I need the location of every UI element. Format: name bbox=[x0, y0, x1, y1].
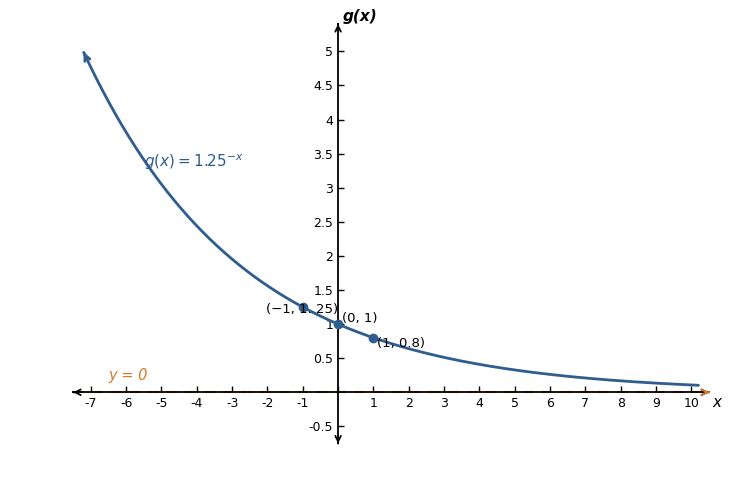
Text: (−1, 1. 25): (−1, 1. 25) bbox=[265, 303, 338, 316]
Text: $g(x) = 1.25^{-x}$: $g(x) = 1.25^{-x}$ bbox=[144, 153, 243, 172]
Text: g(x): g(x) bbox=[342, 9, 377, 24]
Text: (1, 0.8): (1, 0.8) bbox=[377, 337, 425, 350]
Text: y = 0: y = 0 bbox=[108, 368, 148, 383]
Text: x: x bbox=[712, 395, 721, 410]
Text: (0, 1): (0, 1) bbox=[341, 312, 377, 325]
